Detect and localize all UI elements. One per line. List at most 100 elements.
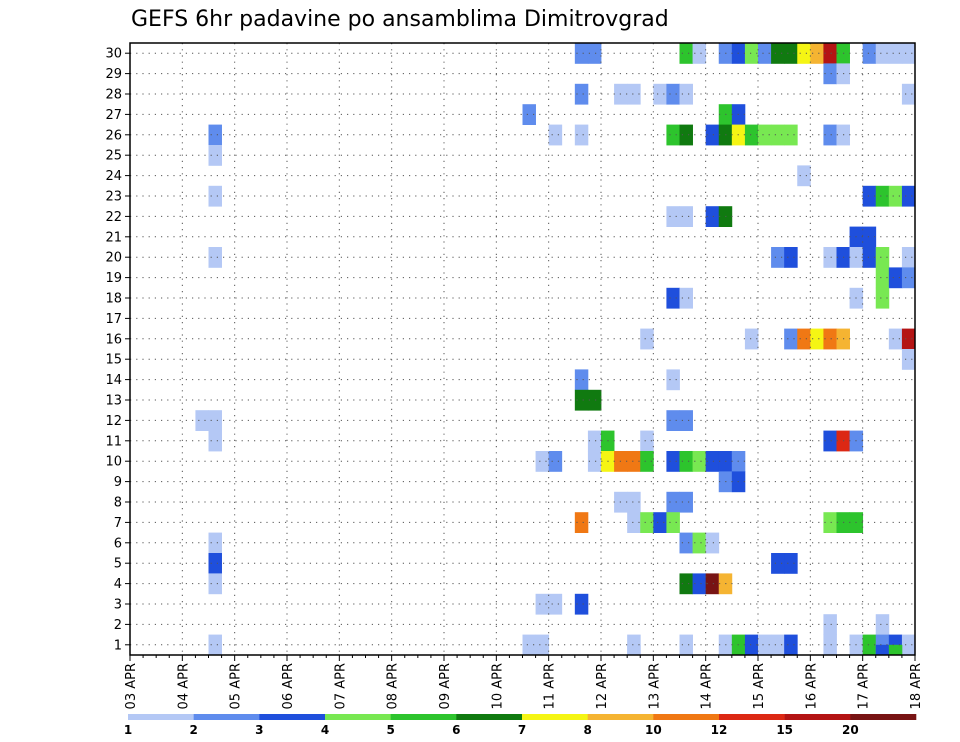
heatmap-cell	[692, 573, 707, 595]
heatmap-cell	[208, 124, 222, 146]
y-tick-label: 16	[105, 332, 122, 347]
heatmap-cells	[195, 43, 916, 656]
heatmap-cell	[862, 226, 877, 248]
x-tick-label: 09 APR	[438, 663, 453, 709]
y-tick-label: 19	[105, 271, 122, 286]
y-tick-label: 3	[114, 598, 122, 613]
x-tick-label: 05 APR	[229, 663, 244, 709]
heatmap-cell	[901, 634, 916, 656]
colorbar-segment	[390, 714, 457, 720]
heatmap-cell	[679, 43, 693, 64]
colorbar-label: 8	[583, 723, 591, 737]
heatmap-cell	[810, 43, 824, 64]
heatmap-cell	[535, 634, 550, 656]
y-axis: 1234567891011121314151617181920212223242…	[105, 47, 130, 653]
heatmap-cell	[627, 512, 641, 533]
y-tick-label: 4	[114, 577, 122, 592]
heatmap-cell	[574, 43, 589, 64]
x-tick-label: 10 APR	[490, 663, 505, 709]
heatmap-cell	[574, 83, 589, 105]
colorbar-segment	[193, 714, 260, 720]
y-tick-label: 7	[114, 516, 122, 531]
y-tick-label: 8	[114, 496, 122, 511]
heatmap-cell	[705, 124, 720, 146]
colorbar-segment	[522, 714, 588, 720]
heatmap-cell	[875, 247, 890, 268]
colorbar-segment	[653, 714, 720, 720]
y-tick-label: 24	[105, 169, 122, 184]
heatmap-cell	[574, 512, 589, 533]
heatmap-cell	[875, 185, 890, 207]
y-tick-label: 6	[114, 536, 122, 551]
heatmap-cell	[574, 593, 589, 615]
heatmap-cell	[587, 389, 602, 411]
heatmap-cell	[653, 83, 667, 105]
heatmap-cell	[744, 43, 759, 64]
heatmap-cell	[208, 553, 222, 574]
heatmap-cell	[784, 43, 798, 64]
heatmap-cell	[771, 247, 785, 268]
colorbar-segment	[850, 714, 917, 720]
heatmap-cell	[666, 124, 680, 146]
heatmap-cell	[574, 389, 589, 411]
colorbar-label: 5	[386, 723, 394, 737]
heatmap-cell	[797, 328, 811, 350]
heatmap-cell	[888, 644, 903, 656]
heatmap-cell	[810, 328, 824, 350]
x-tick-label: 13 APR	[647, 663, 662, 709]
heatmap-cell	[888, 185, 903, 207]
heatmap-cell	[823, 634, 837, 656]
colorbar-label: 3	[255, 723, 263, 737]
y-tick-label: 28	[105, 88, 122, 103]
y-tick-label: 12	[105, 414, 122, 429]
heatmap-cell	[862, 247, 877, 268]
heatmap-cell	[666, 369, 680, 391]
y-tick-label: 26	[105, 128, 122, 143]
heatmap-cell	[797, 165, 811, 187]
y-tick-label: 10	[105, 455, 122, 470]
x-tick-label: 12 APR	[595, 663, 610, 709]
heatmap-cell	[666, 512, 680, 533]
heatmap-cell	[666, 83, 680, 105]
heatmap-cell	[208, 247, 222, 268]
chart-title: GEFS 6hr padavine po ansamblima Dimitrov…	[131, 7, 669, 32]
heatmap-cell	[208, 185, 222, 207]
heatmap-cell	[692, 451, 707, 472]
heatmap-cell	[901, 349, 916, 370]
heatmap-cell	[744, 124, 759, 146]
heatmap-cell	[535, 451, 550, 472]
heatmap-cell	[679, 634, 693, 656]
y-tick-label: 29	[105, 67, 122, 82]
heatmap-cell	[744, 328, 759, 350]
heatmap-cell	[627, 644, 641, 656]
heatmap-cell	[679, 410, 693, 431]
heatmap-cell	[823, 328, 837, 350]
heatmap-cell	[679, 451, 693, 472]
y-tick-label: 23	[105, 190, 122, 205]
heatmap-cell	[627, 491, 641, 513]
y-tick-label: 20	[105, 251, 122, 266]
colorbar-label: 4	[321, 723, 329, 737]
colorbar-label: 1	[124, 723, 132, 737]
heatmap-cell	[862, 185, 877, 207]
heatmap-cell	[862, 634, 877, 656]
x-axis: 03 APR 04 APR 05 APR 06 APR 07 APR 08 APR 09 A…	[124, 655, 924, 709]
heatmap-cell	[823, 247, 837, 268]
y-tick-label: 17	[105, 312, 122, 327]
colorbar-segment	[719, 714, 785, 720]
heatmap-cell	[888, 267, 903, 289]
y-tick-label: 1	[114, 638, 122, 653]
heatmap-cell	[888, 43, 903, 64]
heatmap-cell	[705, 206, 720, 227]
heatmap-cell	[208, 145, 222, 166]
heatmap-cell	[771, 634, 785, 656]
heatmap-cell	[823, 512, 837, 533]
colorbar-legend: 1 2 3 4 5 6 7 8 10 12 15 20	[124, 714, 917, 737]
heatmap-cell	[875, 43, 890, 64]
heatmap-cell	[679, 206, 693, 227]
heatmap-cell	[758, 634, 772, 656]
x-tick-label: 17 APR	[857, 663, 872, 709]
heatmap-cell	[679, 573, 693, 595]
heatmap-cell	[666, 491, 680, 513]
